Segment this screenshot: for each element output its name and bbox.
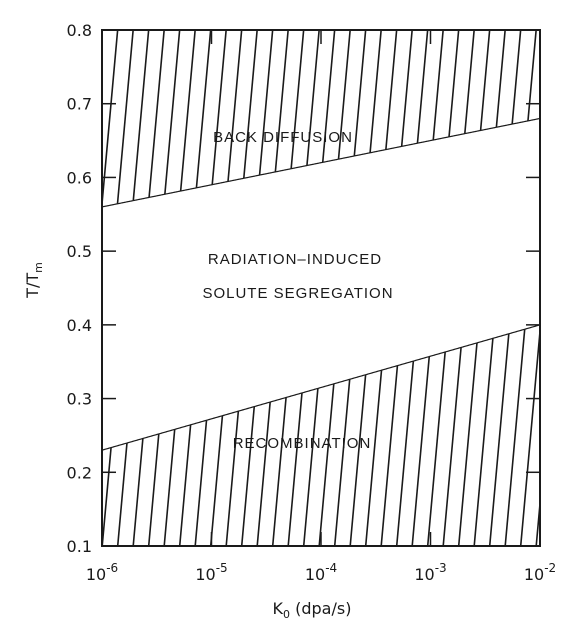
hatch-line bbox=[504, 324, 540, 546]
hatch-line bbox=[147, 30, 196, 207]
hatch-line bbox=[209, 30, 258, 207]
hatch-line bbox=[442, 324, 491, 546]
hatch-line bbox=[473, 30, 522, 207]
y-tick-label: 0.7 bbox=[67, 95, 92, 114]
y-tick-label: 0.8 bbox=[67, 21, 92, 40]
x-axis-title-sub: 0 bbox=[283, 608, 290, 621]
hatch-line bbox=[442, 30, 491, 207]
boundary-line-lower bbox=[101, 324, 541, 451]
x-tick-label: 10-4 bbox=[305, 561, 337, 584]
hatch-line bbox=[0, 30, 9, 546]
hatch-line bbox=[535, 324, 540, 546]
x-tick-label: 10-5 bbox=[195, 561, 227, 584]
hatch-line bbox=[395, 324, 444, 546]
hatch-line bbox=[473, 324, 522, 546]
y-axis-title-main: T/T bbox=[23, 273, 42, 299]
hatch-line bbox=[0, 30, 9, 546]
region-label-segregation-line2: SOLUTE SEGREGATION bbox=[202, 285, 393, 302]
hatch-line bbox=[0, 30, 25, 546]
y-axis-title: T/Tm bbox=[23, 262, 45, 299]
hatch-line bbox=[318, 324, 367, 546]
hatch-line bbox=[132, 324, 181, 546]
x-tick-label: 10-6 bbox=[86, 561, 118, 584]
hatch-line bbox=[567, 30, 573, 546]
hatch-line bbox=[380, 30, 429, 207]
hatch-line bbox=[380, 324, 429, 546]
y-tick-label: 0.5 bbox=[67, 242, 92, 261]
hatch-line bbox=[116, 324, 165, 546]
hatch-line bbox=[552, 30, 573, 546]
hatch-line bbox=[102, 30, 150, 207]
hatch-line bbox=[333, 30, 382, 207]
x-tick-label: 10-3 bbox=[414, 561, 446, 584]
hatch-line bbox=[102, 30, 134, 207]
hatch-line bbox=[349, 30, 398, 207]
hatch-line bbox=[426, 324, 475, 546]
y-tick-label: 0.1 bbox=[67, 537, 92, 556]
hatch-line bbox=[271, 30, 320, 207]
hatch-line bbox=[194, 324, 243, 546]
hatch-line bbox=[256, 30, 305, 207]
hatch-line bbox=[132, 30, 181, 207]
hatch-line bbox=[567, 30, 573, 546]
region-label-segregation-line1: RADIATION–INDUCED bbox=[208, 251, 382, 268]
hatch-line bbox=[535, 30, 540, 207]
hatch-line bbox=[225, 324, 274, 546]
hatch-line bbox=[457, 324, 506, 546]
hatch-line bbox=[318, 30, 367, 207]
hatch-line bbox=[349, 324, 398, 546]
x-axis-title-rest: (dpa/s) bbox=[290, 599, 351, 618]
hatch-line bbox=[102, 30, 119, 207]
hatch-line bbox=[178, 324, 227, 546]
hatch-line bbox=[488, 324, 537, 546]
hatch-line bbox=[302, 30, 351, 207]
y-tick-label: 0.3 bbox=[67, 390, 92, 409]
hatch-line bbox=[271, 324, 320, 546]
hatch-line bbox=[411, 30, 460, 207]
hatch-line bbox=[178, 30, 227, 207]
hatch-line bbox=[302, 324, 351, 546]
y-tick-label: 0.4 bbox=[67, 316, 92, 335]
hatch-line bbox=[395, 30, 444, 207]
hatch-line bbox=[147, 324, 196, 546]
hatch-line bbox=[457, 30, 506, 207]
hatch-line bbox=[240, 324, 289, 546]
hatch-line bbox=[102, 324, 150, 546]
hatch-line bbox=[488, 30, 537, 207]
hatch-line bbox=[333, 324, 382, 546]
hatch-line bbox=[194, 30, 243, 207]
hatch-line bbox=[0, 30, 25, 546]
hatch-line bbox=[116, 30, 165, 207]
hatch-line bbox=[287, 30, 336, 207]
x-axis-title: K0 (dpa/s) bbox=[273, 599, 352, 621]
hatch-line bbox=[426, 30, 475, 207]
y-tick-label: 0.6 bbox=[67, 168, 92, 187]
hatch-line bbox=[411, 324, 460, 546]
hatch-line bbox=[519, 324, 540, 546]
y-tick-label: 0.2 bbox=[67, 463, 92, 482]
x-axis-title-main: K bbox=[273, 599, 284, 618]
y-axis-title-sub: m bbox=[32, 262, 45, 273]
back-diffusion-hatch bbox=[0, 30, 573, 546]
region-label-back-diffusion: BACK DIFFUSION bbox=[213, 129, 353, 146]
hatch-line bbox=[364, 30, 413, 207]
region-label-recombination: RECOMBINATION bbox=[233, 435, 372, 452]
hatch-line bbox=[552, 30, 573, 546]
hatch-line bbox=[364, 324, 413, 546]
x-tick-label: 10-2 bbox=[524, 561, 556, 584]
hatch-line bbox=[287, 324, 336, 546]
recombination-hatch bbox=[0, 30, 573, 546]
hatch-line bbox=[209, 324, 258, 546]
hatch-line bbox=[163, 30, 212, 207]
hatch-line bbox=[163, 324, 212, 546]
hatch-line bbox=[240, 30, 289, 207]
hatch-line bbox=[256, 324, 305, 546]
boundary-line-upper bbox=[101, 117, 541, 208]
hatch-line bbox=[225, 30, 274, 207]
